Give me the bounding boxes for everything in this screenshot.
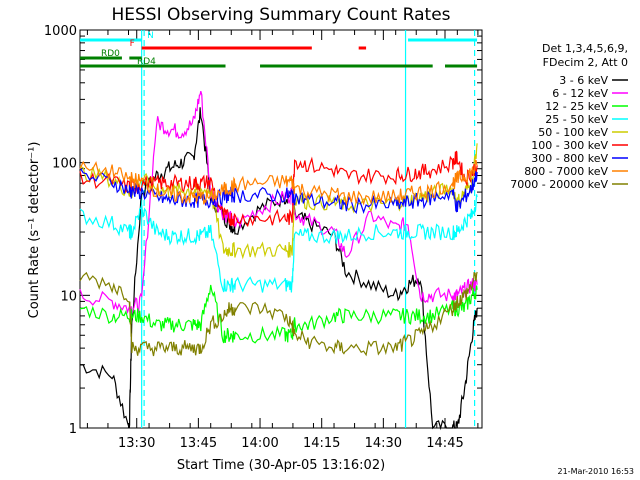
plot-frame [79,29,483,429]
series-line-4 [79,143,478,260]
y-tick-label: 1 [69,422,77,437]
legend-label: 7000 - 20000 keV [510,178,608,191]
series-line-6 [79,167,478,215]
series-line-8 [79,271,478,357]
flag-label-f: F [130,39,135,49]
timestamp: 21-Mar-2010 16:53 [558,467,635,476]
x-tick-label: 13:45 [180,436,217,451]
flag-label-n: N [147,31,154,41]
x-tick-label: 14:00 [241,436,278,451]
legend-header-1: Det 1,3,4,5,6,9, [542,42,628,55]
flag-label-rd0: RD0 [101,49,120,59]
y-tick-label: 10 [60,289,77,304]
x-tick-label: 14:30 [365,436,402,451]
series-line-7 [79,159,478,207]
legend-label: 300 - 800 keV [531,152,608,165]
series-line-2 [79,284,478,344]
x-axis: 13:30 13:45 14:00 14:15 14:30 14:45 [86,30,479,451]
legend-label: 25 - 50 keV [545,113,608,126]
chart-title: HESSI Observing Summary Count Rates [111,5,450,25]
legend-label: 12 - 25 keV [545,100,608,113]
y-axis: 1 10 100 1000 [44,24,482,437]
legend-label: 100 - 300 keV [531,139,608,152]
y-tick-label: 1000 [44,24,77,39]
flag-label-rd4: RD4 [137,57,156,67]
series-line-0 [79,107,478,431]
y-axis-label: Count Rate (s⁻¹ detector⁻¹) [27,142,42,319]
series-line-5 [79,150,478,227]
x-tick-label: 13:30 [118,436,155,451]
x-axis-label: Start Time (30-Apr-05 13:16:02) [177,458,385,473]
series-line-3 [79,194,478,293]
legend-label: 3 - 6 keV [559,74,608,87]
legend-label: 800 - 7000 keV [524,165,608,178]
y-tick-label: 100 [52,157,77,172]
legend: Det 1,3,4,5,6,9, FDecim 2, Att 0 3 - 6 k… [510,42,628,191]
legend-header-2: FDecim 2, Att 0 [543,56,628,69]
x-tick-label: 14:45 [426,436,463,451]
flags-group: N F RD0 RD4 [80,31,478,68]
x-tick-label: 14:15 [303,436,340,451]
legend-label: 6 - 12 keV [552,87,608,100]
series-group [79,90,478,431]
legend-label: 50 - 100 keV [538,126,608,139]
